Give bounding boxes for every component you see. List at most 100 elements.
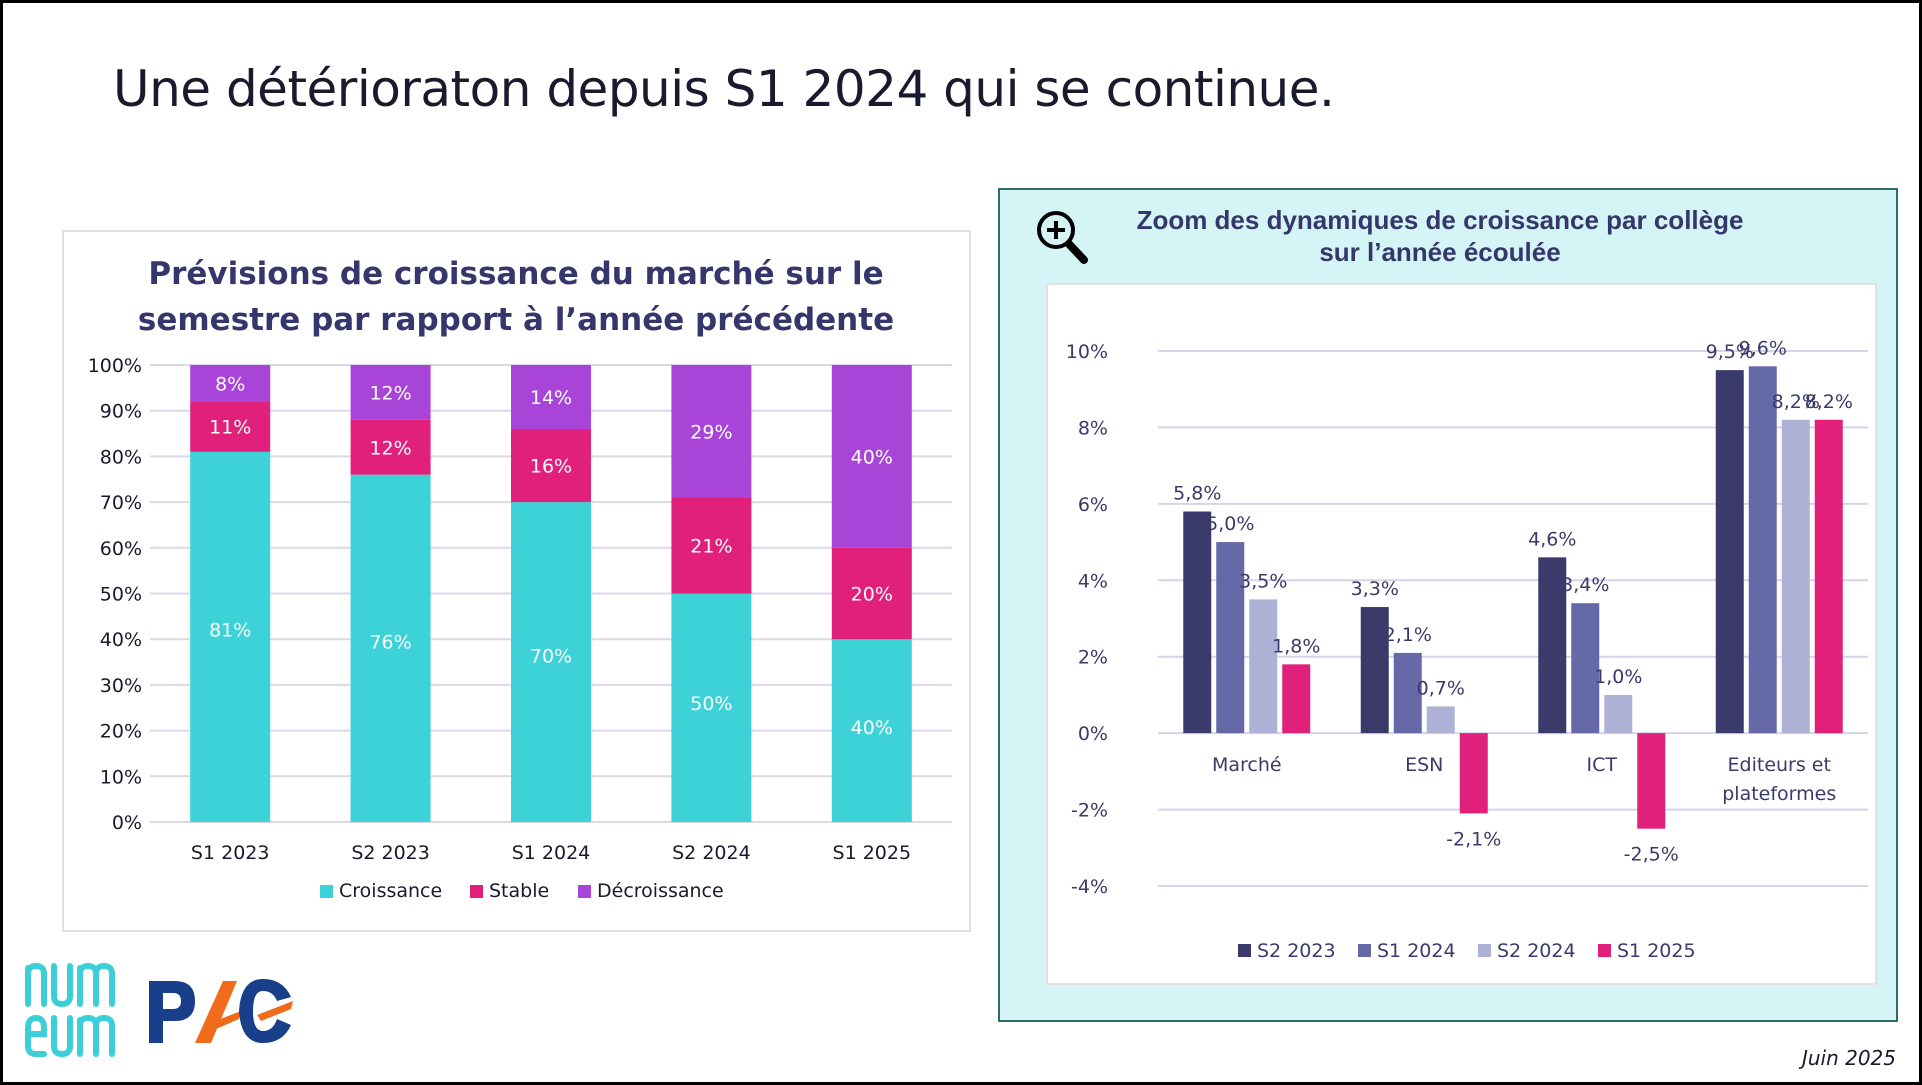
bar-segment-croissance (831, 639, 912, 822)
y-tick-label: 10% (100, 766, 142, 788)
data-label: 2,1% (1384, 624, 1432, 646)
x-tick-label: S2 2024 (672, 842, 751, 864)
legend-swatch (1238, 944, 1251, 957)
data-label: 76% (369, 631, 411, 653)
data-label: 9,5% (1706, 341, 1754, 363)
y-tick-label: -2% (1071, 800, 1108, 822)
data-label: 3,3% (1351, 578, 1399, 600)
y-tick-label: 100% (88, 355, 142, 377)
data-label: 5,0% (1206, 513, 1254, 535)
bar-s2-2023 (1715, 370, 1744, 734)
bar-segment-décroissance (190, 365, 271, 402)
bar-s1-2024 (1748, 366, 1777, 734)
x-tick-label: plateformes (1722, 783, 1836, 805)
legend-label: Stable (489, 880, 549, 902)
y-tick-label: 6% (1078, 494, 1108, 516)
data-label: 21% (690, 536, 732, 558)
x-tick-label: S1 2025 (833, 842, 912, 864)
data-label: 20% (851, 584, 893, 606)
y-tick-label: -4% (1071, 876, 1108, 898)
bar-s1-2024 (1216, 542, 1245, 734)
x-tick-label: ICT (1587, 754, 1618, 776)
bar-s1-2025 (1814, 419, 1843, 734)
zoom-panel-title: Zoom des dynamiques de croissance par co… (1100, 204, 1780, 268)
bar-s2-2024 (1249, 599, 1278, 734)
legend-swatch (320, 885, 333, 898)
bar-s1-2024 (1393, 652, 1422, 734)
bar-segment-croissance (350, 474, 431, 822)
legend-swatch (578, 885, 591, 898)
x-tick-label: ESN (1405, 754, 1443, 776)
legend-swatch (1358, 944, 1371, 957)
data-label: 0,7% (1417, 677, 1465, 699)
bar-segment-croissance (671, 593, 752, 822)
bar-s2-2024 (1781, 419, 1810, 734)
data-label: 14% (530, 387, 572, 409)
y-tick-label: 90% (100, 401, 142, 423)
data-label: 70% (530, 646, 572, 668)
data-label: 8,2% (1805, 391, 1853, 413)
data-label: 12% (369, 437, 411, 459)
bar-segment-stable (671, 497, 752, 594)
data-label: 9,6% (1739, 337, 1787, 359)
legend-swatch (470, 885, 483, 898)
y-tick-label: 20% (100, 721, 142, 743)
y-tick-label: 8% (1078, 417, 1108, 439)
data-label: 16% (530, 456, 572, 478)
zoom-panel-title-line1: Zoom des dynamiques de croissance par co… (1136, 205, 1744, 235)
bar-s2-2024 (1604, 694, 1633, 734)
numeum-logo (25, 962, 115, 1058)
x-tick-label: Editeurs et (1728, 754, 1831, 776)
bar-segment-décroissance (831, 365, 912, 548)
bar-s2-2023 (1360, 607, 1389, 734)
y-tick-label: 70% (100, 492, 142, 514)
y-tick-label: 60% (100, 538, 142, 560)
x-tick-label: Marché (1212, 754, 1282, 776)
pac-logo (149, 979, 293, 1043)
y-tick-label: 80% (100, 446, 142, 468)
bar-segment-croissance (511, 502, 591, 822)
bar-s1-2025 (1282, 664, 1311, 734)
x-tick-label: S1 2024 (512, 842, 591, 864)
bar-s1-2025 (1459, 733, 1488, 814)
legend-label: S1 2024 (1377, 940, 1456, 962)
grouped-chart-area: -4% -2% 0% 2% 4% 6% 8% 10% 5,8% 5,0% 3,5% 1,8% 3,3%… (1046, 283, 1877, 985)
legend-label: Croissance (339, 880, 442, 902)
bar-segment-croissance (190, 451, 271, 822)
legend-swatch (1478, 944, 1491, 957)
legend-label: S2 2024 (1497, 940, 1576, 962)
stacked-bar-chart: Prévisions de croissance du marché sur l… (88, 256, 952, 902)
bar-s2-2023 (1183, 511, 1212, 734)
data-label: 11% (209, 417, 251, 439)
data-label: 81% (209, 620, 251, 642)
legend-label: Décroissance (597, 880, 724, 902)
y-tick-label: 0% (112, 812, 142, 834)
bar-s1-2024 (1571, 603, 1600, 734)
legend-swatch (1598, 944, 1611, 957)
bar-segment-stable (190, 401, 271, 452)
zoom-panel-title-line2: sur l’année écoulée (1319, 237, 1561, 267)
data-label: 40% (851, 446, 893, 468)
bar-segment-décroissance (350, 365, 431, 420)
zoom-in-magnifier-icon (1037, 211, 1088, 264)
y-tick-label: 40% (100, 629, 142, 651)
y-tick-label: 10% (1066, 341, 1108, 363)
bar-s2-2023 (1538, 557, 1567, 734)
slide-title: Une détérioraton depuis S1 2024 qui se c… (113, 60, 1335, 118)
legend-label: S2 2023 (1257, 940, 1336, 962)
y-tick-label: 4% (1078, 570, 1108, 592)
data-label: 1,0% (1594, 666, 1642, 688)
y-tick-label: 30% (100, 675, 142, 697)
data-label: 5,8% (1173, 483, 1221, 505)
bar-s1-2025 (1637, 733, 1666, 829)
chart1-title-line1: Prévisions de croissance du marché sur l… (148, 256, 883, 292)
data-label: 4,6% (1528, 528, 1576, 550)
data-label: 3,4% (1561, 574, 1609, 596)
bar-segment-décroissance (671, 365, 752, 498)
data-label: -2,5% (1624, 844, 1679, 866)
zoom-panel: Zoom des dynamiques de croissance par co… (998, 188, 1898, 1022)
data-label: 3,5% (1239, 570, 1287, 592)
bar-segment-stable (511, 428, 591, 503)
x-tick-label: S2 2023 (351, 842, 430, 864)
